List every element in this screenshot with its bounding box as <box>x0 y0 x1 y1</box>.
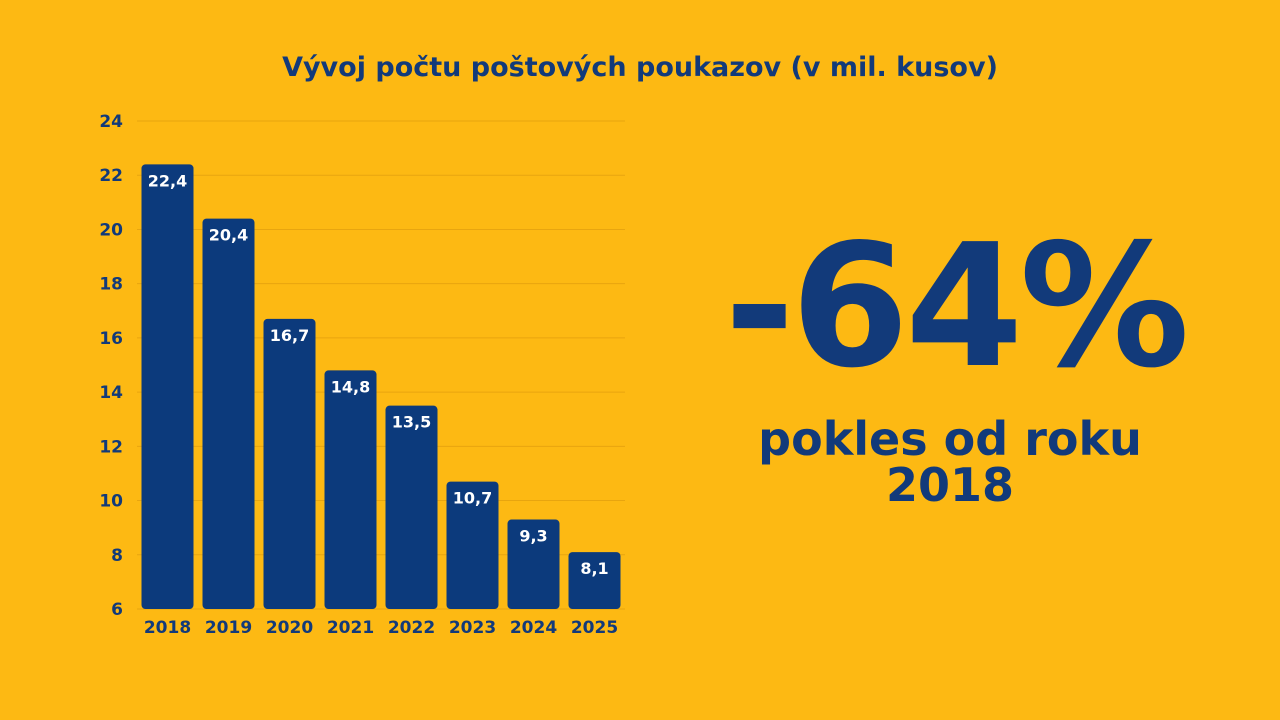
x-tick-label: 2018 <box>144 618 191 638</box>
x-tick-label: 2024 <box>510 618 557 638</box>
bar-data-label: 20,4 <box>209 226 248 245</box>
x-tick-label: 2020 <box>266 618 313 638</box>
bar-data-label: 13,5 <box>392 413 431 432</box>
bar <box>385 405 438 609</box>
x-tick-label: 2023 <box>449 618 496 638</box>
bar-data-label: 22,4 <box>148 171 187 190</box>
y-tick-label: 10 <box>99 492 123 512</box>
y-tick-label: 14 <box>99 383 123 403</box>
x-tick-label: 2022 <box>388 618 435 638</box>
bar <box>202 218 255 609</box>
y-tick-label: 16 <box>99 329 123 349</box>
x-tick-label: 2019 <box>205 618 252 638</box>
bar <box>141 164 194 609</box>
bar <box>263 318 316 609</box>
bar <box>324 370 377 609</box>
y-tick-label: 12 <box>99 437 123 457</box>
x-tick-label: 2021 <box>327 618 374 638</box>
bar-data-label: 16,7 <box>270 326 309 345</box>
bar-data-label: 14,8 <box>331 377 370 396</box>
bar <box>568 552 621 609</box>
x-tick-label: 2025 <box>571 618 618 638</box>
bar <box>507 519 560 609</box>
y-tick-label: 24 <box>99 112 123 132</box>
chart-title: Vývoj počtu poštových poukazov (v mil. k… <box>282 52 998 83</box>
bar <box>446 481 499 609</box>
bar-data-label: 10,7 <box>453 489 492 508</box>
headline-caption: pokles od roku 2018 <box>758 412 1142 512</box>
headline-value: -64% <box>724 208 1189 406</box>
bar-data-label: 8,1 <box>580 559 608 578</box>
y-tick-label: 20 <box>99 220 123 240</box>
bar-data-label: 9,3 <box>519 527 547 546</box>
y-tick-label: 8 <box>111 546 123 566</box>
y-tick-label: 6 <box>111 600 123 620</box>
y-tick-label: 22 <box>99 166 123 186</box>
y-tick-label: 18 <box>99 275 123 295</box>
